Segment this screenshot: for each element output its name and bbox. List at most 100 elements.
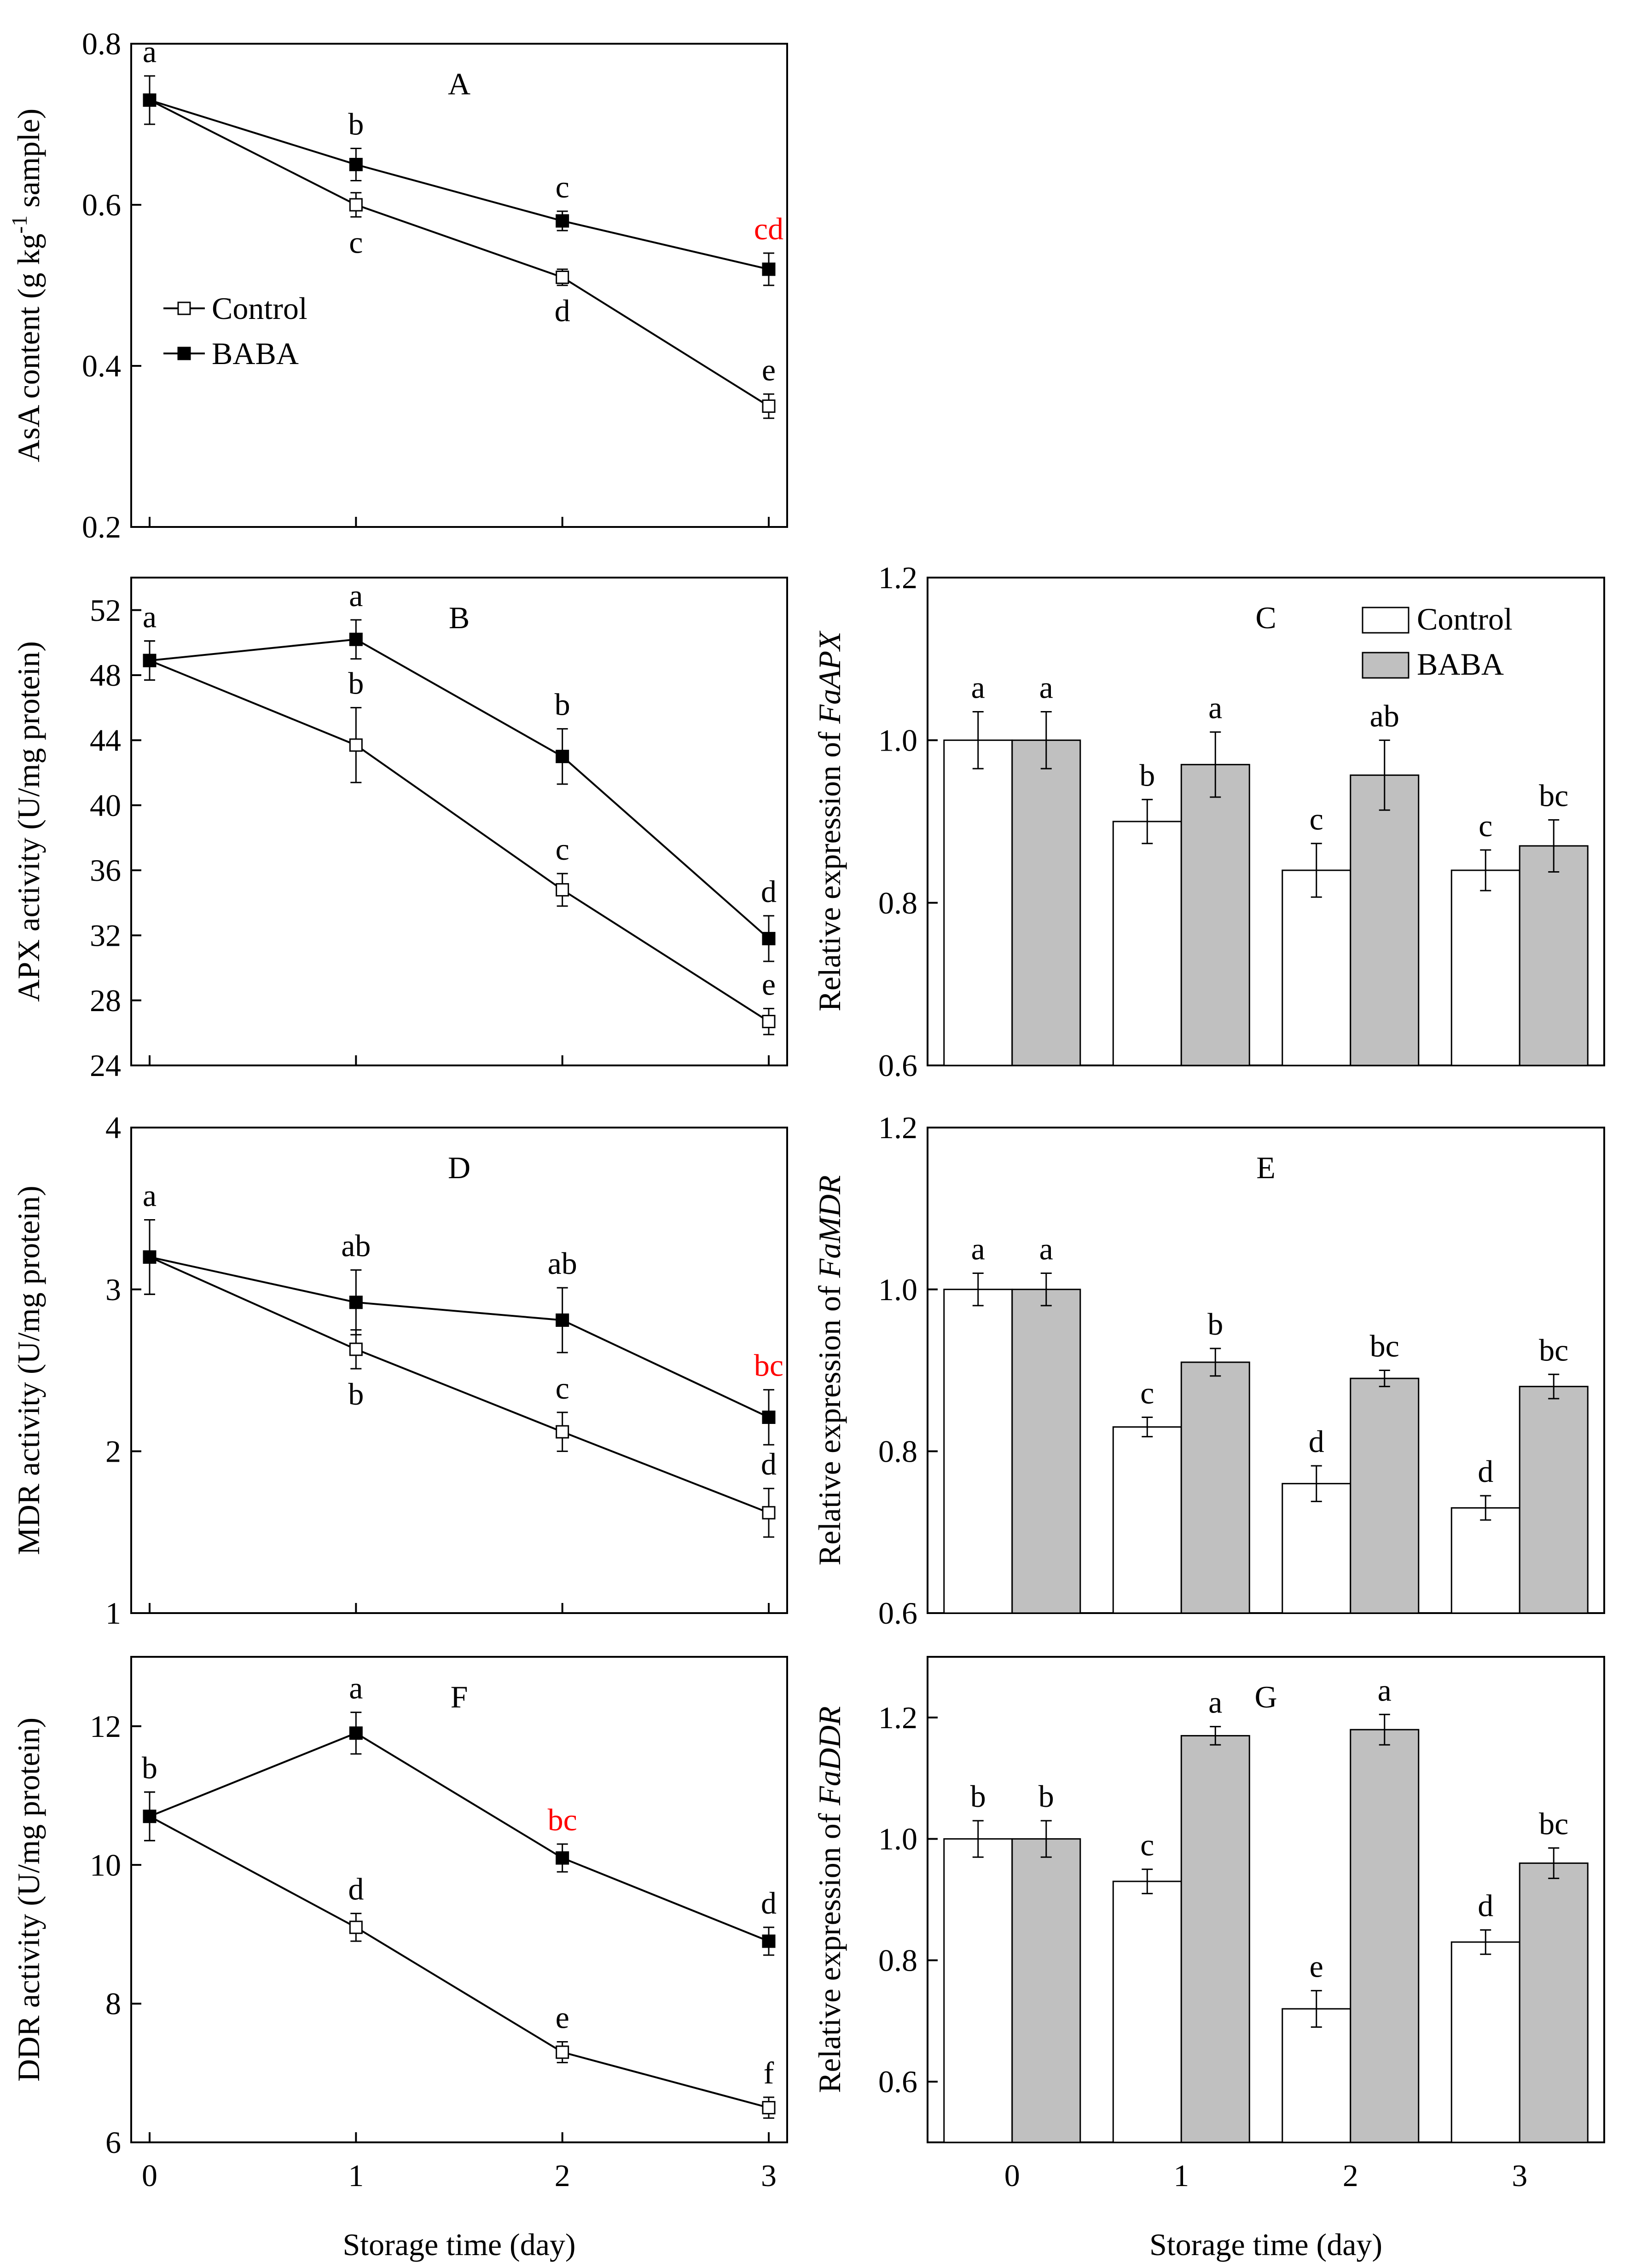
significance-letter: c bbox=[556, 832, 569, 867]
y-axis-label-text: AsA content (g kg bbox=[11, 234, 46, 463]
panel-title: E bbox=[1256, 1150, 1276, 1185]
significance-letter: a bbox=[349, 1671, 363, 1706]
y-tick-label: 0.6 bbox=[878, 1596, 917, 1631]
significance-letter: a bbox=[971, 1232, 985, 1267]
y-tick-label: 48 bbox=[90, 658, 121, 693]
y-axis-label-text: Relative expression of bbox=[812, 1805, 847, 2093]
significance-letter: c bbox=[556, 1371, 569, 1406]
data-point-control bbox=[349, 1342, 363, 1356]
data-point-baba bbox=[143, 1250, 157, 1264]
x-tick-label: 3 bbox=[761, 2158, 777, 2193]
data-point-baba bbox=[556, 214, 569, 228]
series-line-control bbox=[149, 1815, 769, 2109]
significance-letter: e bbox=[762, 352, 776, 387]
y-tick-label: 0.8 bbox=[878, 1434, 917, 1469]
y-tick-label: 3 bbox=[105, 1272, 121, 1307]
data-point-baba bbox=[556, 1313, 569, 1327]
data-point-control bbox=[762, 2101, 776, 2115]
significance-letter: b bbox=[555, 687, 570, 722]
significance-letter: b bbox=[1139, 758, 1155, 793]
x-tick-label: 2 bbox=[555, 2158, 570, 2193]
data-point-baba bbox=[143, 1810, 157, 1823]
significance-letter: d bbox=[761, 1446, 777, 1481]
y-axis-label: APX activity (U/mg protein) bbox=[11, 641, 46, 1002]
bar-control bbox=[1450, 1941, 1520, 2143]
significance-letter: a bbox=[349, 578, 363, 613]
data-point-control bbox=[349, 1921, 363, 1934]
x-tick-label: 0 bbox=[1004, 2158, 1020, 2193]
data-point-baba bbox=[349, 632, 363, 646]
panel-G: 0.6 0.8 1.0 1.2 G Relative expression of FaDD… bbox=[812, 1656, 1605, 2262]
plot-frame bbox=[927, 1656, 1605, 2143]
significance-letter: e bbox=[762, 966, 776, 1001]
y-tick-label: 36 bbox=[90, 853, 121, 888]
y-tick-label: 0.2 bbox=[82, 509, 121, 544]
legend-label: BABA bbox=[1417, 647, 1504, 682]
significance-letter: b bbox=[348, 107, 364, 142]
y-tick-label: 12 bbox=[90, 1709, 121, 1744]
x-tick-label: 1 bbox=[348, 2158, 364, 2193]
bar-baba bbox=[1519, 845, 1589, 1066]
significance-letter: a bbox=[143, 1178, 157, 1213]
y-tick-label: 32 bbox=[90, 918, 121, 953]
legend-swatch bbox=[1362, 652, 1410, 679]
y-axis-label-text: APX activity (U/mg protein) bbox=[11, 641, 46, 1002]
y-tick-label: 4 bbox=[105, 1110, 121, 1145]
data-point-baba bbox=[349, 1296, 363, 1309]
y-tick-label: 0.8 bbox=[878, 885, 917, 920]
series-line-control bbox=[149, 1256, 769, 1514]
y-tick-label: 1.0 bbox=[878, 1822, 917, 1857]
data-point-baba bbox=[762, 262, 776, 276]
y-tick-label: 0.6 bbox=[82, 187, 121, 222]
y-axis-label: Relative expression of FaMDR bbox=[812, 1175, 847, 1566]
data-point-baba bbox=[556, 750, 569, 764]
bar-control bbox=[1450, 1507, 1520, 1614]
panel-title: D bbox=[448, 1150, 470, 1185]
significance-letter: bc bbox=[1539, 778, 1568, 813]
bar-baba bbox=[1180, 764, 1250, 1066]
bar-control bbox=[943, 1838, 1013, 2143]
significance-letter: d bbox=[1478, 1888, 1493, 1923]
x-axis-label: Storage time (day) bbox=[1149, 2227, 1382, 2262]
bar-control bbox=[1112, 1426, 1182, 1614]
x-tick-label: 1 bbox=[1173, 2158, 1189, 2193]
y-axis-label-gene: FaAPX bbox=[812, 631, 847, 724]
significance-letter: c bbox=[1140, 1828, 1154, 1863]
data-point-baba bbox=[762, 1410, 776, 1424]
significance-letter: a bbox=[1039, 670, 1053, 705]
significance-letter: c bbox=[1479, 808, 1492, 843]
data-point-baba bbox=[143, 654, 157, 667]
data-point-control bbox=[556, 883, 569, 897]
y-axis-label: Relative expression of FaAPX bbox=[812, 631, 847, 1012]
panel-B: 24 28 32 36 40 44 48 52 B APX activity (U/mg prot… bbox=[11, 577, 788, 1083]
y-axis-label-sup: -1 bbox=[8, 215, 32, 234]
data-point-control bbox=[762, 1506, 776, 1520]
y-tick-label: 0.4 bbox=[82, 348, 121, 383]
y-axis-label: Relative expression of FaDDR bbox=[812, 1706, 847, 2093]
bar-baba bbox=[1350, 1729, 1420, 2143]
bar-control bbox=[1282, 2008, 1352, 2143]
data-point-control bbox=[349, 738, 363, 752]
y-tick-label: 1 bbox=[105, 1596, 121, 1631]
y-tick-label: 1.2 bbox=[878, 1700, 917, 1735]
y-tick-label: 52 bbox=[90, 593, 121, 628]
significance-letter: bc bbox=[1539, 1332, 1568, 1367]
significance-letter: a bbox=[1378, 1672, 1392, 1707]
significance-letter: b bbox=[348, 666, 364, 701]
y-tick-label: 40 bbox=[90, 788, 121, 823]
y-tick-label: 0.6 bbox=[878, 1048, 917, 1083]
y-tick-label: 28 bbox=[90, 983, 121, 1018]
data-point-baba bbox=[143, 93, 157, 107]
bar-baba bbox=[1180, 1361, 1250, 1614]
x-tick-label: 0 bbox=[142, 2158, 157, 2193]
significance-letter: d bbox=[348, 1872, 364, 1907]
bar-control bbox=[943, 1289, 1013, 1614]
significance-letter: c bbox=[556, 169, 569, 204]
significance-letter: bc bbox=[1370, 1329, 1399, 1364]
bar-baba bbox=[1011, 739, 1081, 1066]
significance-letter: c bbox=[349, 225, 363, 260]
y-tick-label: 44 bbox=[90, 723, 121, 758]
significance-letter: a bbox=[1208, 690, 1222, 725]
